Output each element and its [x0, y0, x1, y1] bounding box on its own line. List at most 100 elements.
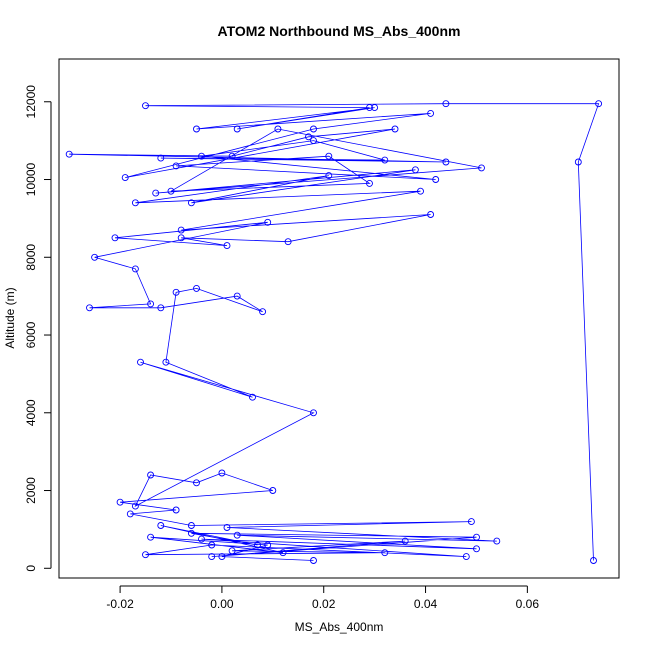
x-tick-label: -0.02	[106, 597, 134, 611]
data-point	[172, 288, 180, 296]
data-point	[274, 125, 282, 133]
x-axis: -0.02 0.00 0.02 0.04 0.06	[106, 585, 540, 611]
data-point	[467, 518, 475, 526]
data-point	[310, 409, 317, 417]
data-point	[167, 187, 175, 195]
data-point	[325, 152, 333, 160]
data-point	[187, 529, 195, 537]
data-point	[371, 104, 379, 112]
y-tick-label: 12000	[24, 85, 38, 119]
data-point	[193, 125, 200, 133]
data-point	[116, 498, 124, 506]
data-point	[121, 174, 129, 182]
data-point	[284, 238, 292, 246]
data-point	[131, 265, 139, 273]
data-point	[142, 102, 149, 110]
data-point	[305, 133, 312, 141]
data-point	[223, 242, 231, 250]
data-point	[162, 358, 170, 366]
data-point	[198, 152, 205, 160]
data-point	[157, 304, 165, 312]
data-point	[142, 551, 149, 559]
data-point	[574, 158, 582, 166]
data-point	[254, 541, 261, 549]
data-point	[157, 522, 165, 529]
data-point	[381, 156, 389, 164]
data-point	[177, 226, 185, 234]
y-tick-label: 6000	[24, 321, 38, 348]
data-point	[427, 109, 435, 117]
data-point	[493, 537, 501, 545]
data-point	[427, 211, 435, 218]
data-point	[401, 537, 409, 545]
data-point	[381, 549, 389, 557]
data-point	[473, 533, 480, 541]
data-point	[310, 125, 317, 133]
x-tick-label: 0.04	[414, 597, 438, 611]
plot-area	[65, 100, 603, 564]
data-point	[152, 189, 160, 197]
data-point	[126, 510, 134, 518]
data-point	[193, 284, 200, 292]
data-point	[279, 549, 287, 557]
data-point	[198, 535, 205, 543]
data-point	[417, 187, 424, 195]
data-point	[86, 304, 93, 312]
data-point	[325, 172, 333, 180]
data-point	[218, 553, 226, 561]
data-point	[590, 557, 597, 564]
data-point	[233, 125, 241, 133]
data-point	[473, 545, 480, 553]
data-point	[193, 479, 200, 487]
data-point	[310, 557, 317, 564]
data-point	[462, 553, 470, 561]
data-point	[411, 166, 419, 174]
plot-frame	[58, 58, 620, 579]
x-axis-label: MS_Abs_400nm	[295, 620, 384, 634]
data-point	[228, 152, 236, 160]
data-point	[269, 487, 277, 494]
data-point	[391, 125, 399, 133]
y-tick-label: 2000	[24, 477, 38, 504]
data-point	[595, 100, 603, 108]
y-axis: 0 2000 4000 6000 8000 10000 12000	[24, 85, 52, 572]
x-tick-label: 0.02	[312, 597, 336, 611]
data-point	[223, 524, 231, 531]
data-point	[177, 234, 185, 242]
data-point	[228, 547, 236, 555]
data-point	[442, 158, 450, 166]
data-point	[310, 137, 317, 145]
data-point	[131, 199, 139, 207]
series-line	[69, 103, 600, 561]
y-axis-label: Altitude (m)	[3, 287, 17, 348]
chart-title: ATOM2 Northbound MS_Abs_400nm	[218, 23, 461, 39]
data-point	[264, 541, 272, 549]
data-point	[91, 253, 99, 261]
data-point	[187, 199, 195, 207]
data-point	[478, 164, 485, 172]
data-point	[442, 100, 450, 108]
data-point	[147, 533, 155, 541]
data-point	[65, 150, 73, 158]
data-point	[172, 506, 180, 514]
data-point	[259, 308, 267, 316]
y-tick-label: 0	[24, 565, 38, 572]
data-point	[233, 292, 241, 300]
y-tick-label: 4000	[24, 399, 38, 426]
y-tick-label: 10000	[24, 163, 38, 197]
x-tick-label: 0.06	[516, 597, 540, 611]
data-point	[187, 522, 195, 529]
data-point	[111, 234, 119, 242]
data-point	[137, 358, 144, 366]
data-point	[172, 162, 180, 170]
y-tick-label: 8000	[24, 244, 38, 271]
data-point	[366, 104, 373, 112]
data-point	[264, 218, 272, 226]
data-point	[432, 176, 440, 183]
data-point	[131, 502, 139, 510]
data-point	[208, 553, 216, 561]
x-tick-label: 0.00	[210, 597, 234, 611]
data-point	[208, 541, 216, 549]
